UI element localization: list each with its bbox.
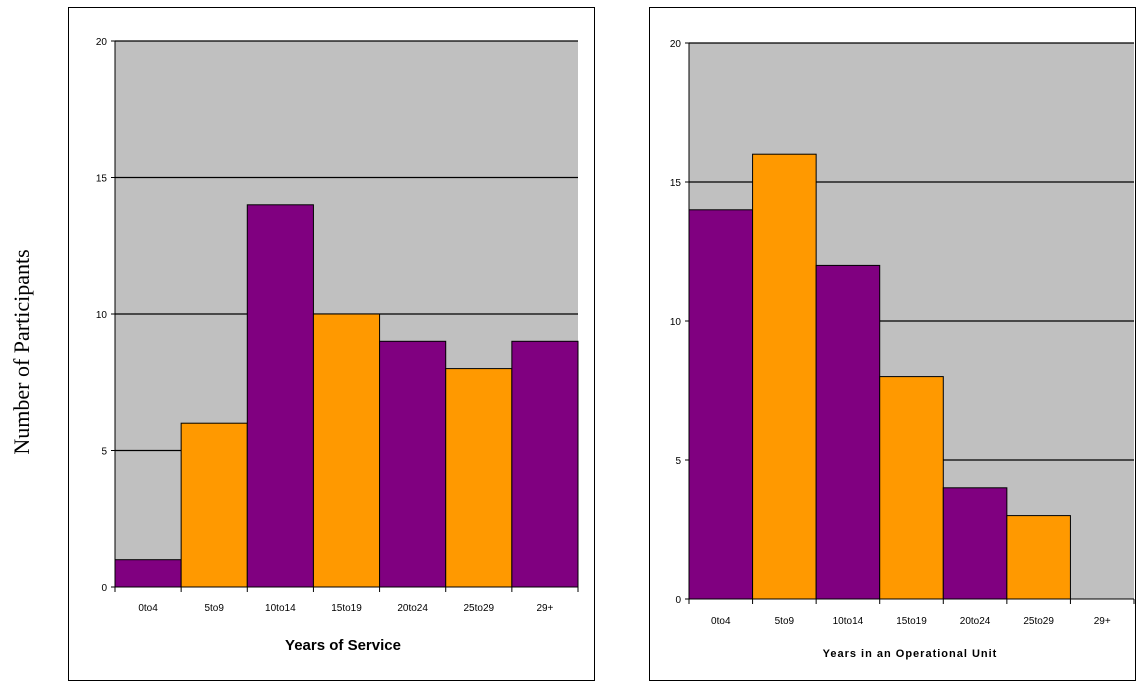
bar — [688, 209, 754, 600]
y-tick-label: 15 — [96, 174, 108, 185]
y-tick-label: 5 — [101, 447, 107, 458]
x-axis-title: Years in an Operational Unit — [823, 648, 998, 660]
bar — [312, 313, 381, 588]
x-tick-label: 5to9 — [775, 616, 795, 627]
bar — [379, 340, 447, 588]
x-tick-label: 5to9 — [204, 603, 224, 614]
bar — [445, 368, 513, 588]
x-axis-title: Years of Service — [285, 637, 401, 654]
plot-area: 0 5 10 15 20 0to4 5to9 10to14 15to19 20to24 25to29… — [96, 37, 579, 614]
chart-years-of-service: 0 5 10 15 20 0to4 5to9 10to14 15to19 20to24 25to29… — [68, 7, 595, 681]
x-tick-label: 20to24 — [960, 616, 991, 627]
bar — [879, 376, 944, 600]
y-tick-label: 0 — [675, 595, 681, 606]
bar — [180, 422, 248, 588]
bar — [114, 559, 182, 588]
bar — [815, 264, 881, 600]
x-tick-label: 10to14 — [265, 603, 296, 614]
x-tick-label: 20to24 — [397, 603, 428, 614]
y-tick-label: 20 — [96, 37, 108, 48]
y-tick-label: 5 — [675, 456, 681, 467]
plot-area: 0 5 10 15 20 0to4 5to9 10to14 15to19 20to24 25to29… — [670, 39, 1135, 627]
bar — [511, 340, 579, 588]
x-tick-label: 0to4 — [138, 603, 158, 614]
y-tick-label: 20 — [670, 39, 682, 50]
y-tick-label: 10 — [670, 317, 682, 328]
x-tick-label: 25to29 — [1023, 616, 1054, 627]
x-tick-label: 0to4 — [711, 616, 731, 627]
bar — [942, 487, 1008, 600]
y-axis-label: Number of Participants — [9, 249, 34, 455]
x-tick-label: 29+ — [536, 603, 553, 614]
x-tick-label: 29+ — [1094, 616, 1111, 627]
x-tick-label: 25to29 — [463, 603, 494, 614]
bar — [246, 204, 314, 588]
y-tick-label: 15 — [670, 178, 682, 189]
chart-years-in-operational-unit: 0 5 10 15 20 0to4 5to9 10to14 15to19 20to24 25to29… — [649, 7, 1136, 681]
bar — [752, 153, 817, 600]
y-tick-label: 0 — [101, 583, 107, 594]
x-tick-label: 15to19 — [331, 603, 362, 614]
x-tick-label: 10to14 — [833, 616, 864, 627]
x-tick-label: 15to19 — [896, 616, 927, 627]
bar — [1006, 515, 1071, 600]
y-tick-label: 10 — [96, 310, 108, 321]
